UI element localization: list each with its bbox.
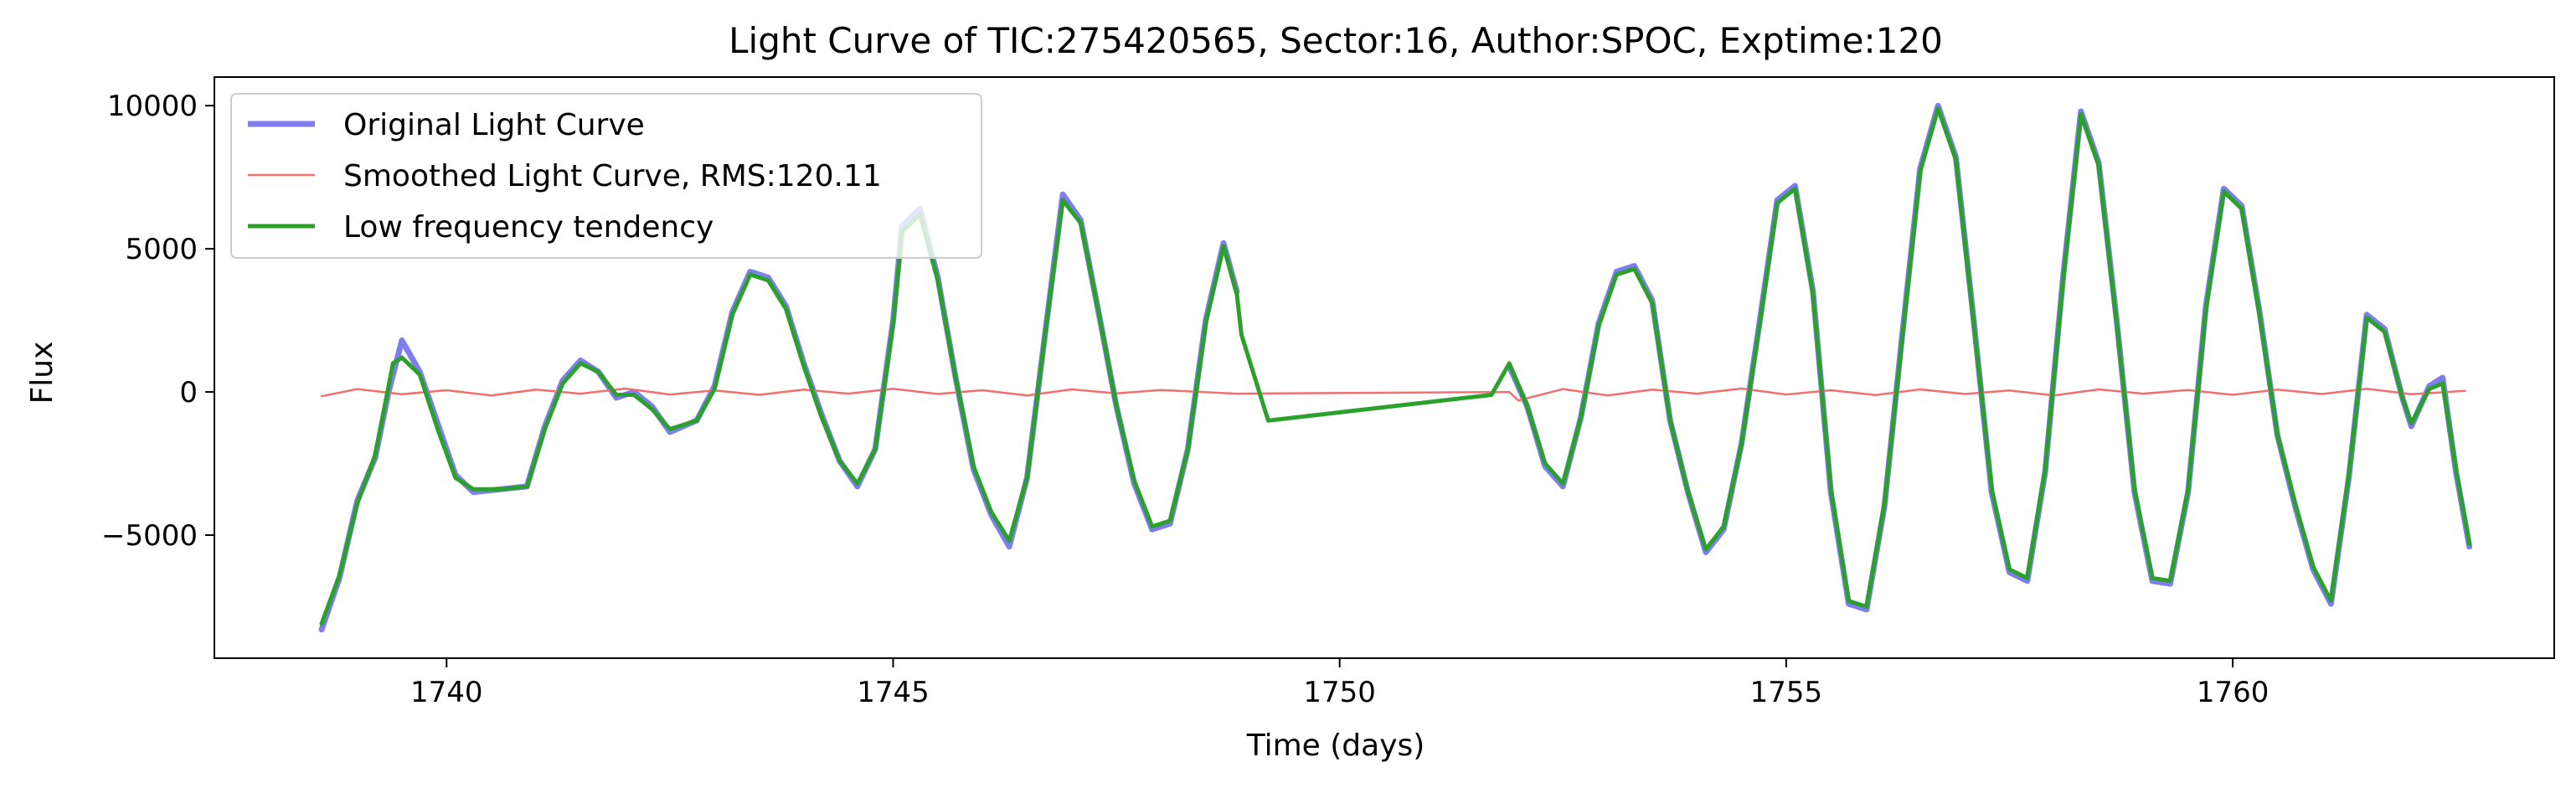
chart-title: Light Curve of TIC:275420565, Sector:16,…	[729, 20, 1943, 61]
plot-frame	[214, 76, 2555, 659]
legend: Original Light Curve Smoothed Light Curve…	[230, 93, 982, 259]
y-tick-label-5000: 5000	[125, 233, 198, 266]
legend-box	[230, 93, 982, 259]
x-tick-label-1740: 1740	[410, 676, 483, 709]
y-tick-label-10000: 10000	[107, 90, 198, 123]
legend-label-1: Original Light Curve	[343, 108, 645, 142]
y-tick-label-0: 0	[179, 376, 198, 409]
legend-label-2: Smoothed Light Curve, RMS:120.11	[343, 159, 882, 193]
x-tick-label-1750: 1750	[1303, 676, 1376, 709]
axes: 1740 1745 1750 1755 1760 −5000 0 5000 10000	[101, 90, 2269, 709]
y-axis-label: Flux	[25, 342, 59, 404]
x-axis-label: Time (days)	[1246, 729, 1425, 763]
series-line-3-segment-1	[319, 106, 2472, 626]
series-line-2-segment-1	[320, 387, 2466, 402]
x-tick-label-1755: 1755	[1750, 676, 1823, 709]
y-tick-label--5000: −5000	[101, 519, 198, 553]
plot-area	[318, 102, 2473, 633]
legend-label-3: Low frequency tendency	[343, 210, 714, 245]
x-tick-label-1760: 1760	[2197, 676, 2269, 709]
x-tick-label-1745: 1745	[857, 676, 930, 709]
